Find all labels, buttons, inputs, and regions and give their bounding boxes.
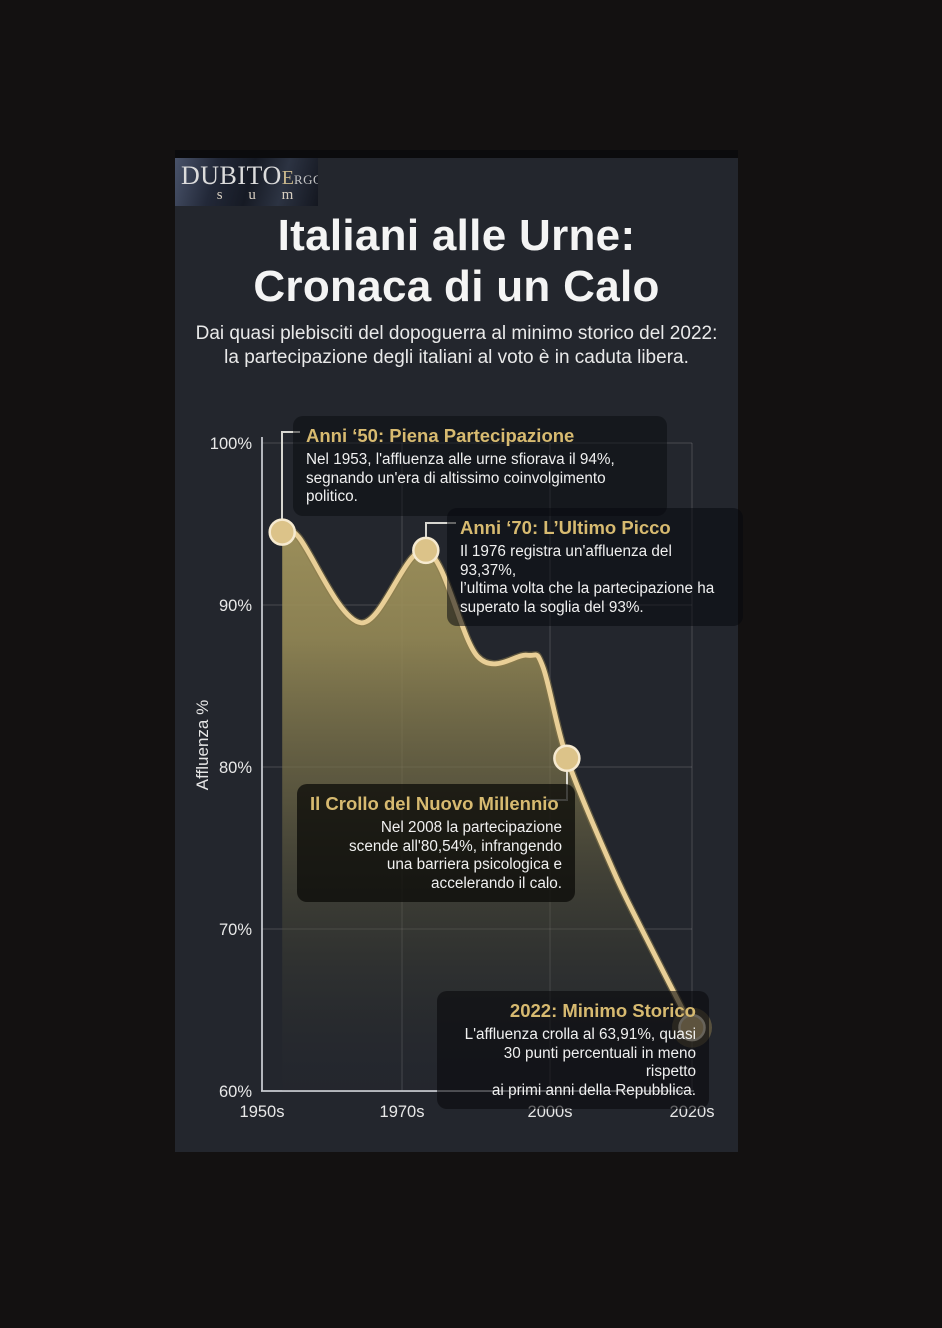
annotation-anni-50-title: Anni ‘50: Piena Partecipazione <box>306 425 575 446</box>
annotation-anni-70: Anni ‘70: L’Ultimo Picco Il 1976 registr… <box>447 508 743 626</box>
annotation-crollo-millennio: Il Crollo del Nuovo Millennio Nel 2008 l… <box>297 784 575 902</box>
annotation-2022-minimo: 2022: Minimo Storico L'affluenza crolla … <box>437 991 709 1109</box>
annotation-anni-50-body: Nel 1953, l'affluenza alle urne sfiorava… <box>306 451 615 505</box>
turnout-line <box>279 526 695 1031</box>
annotation-anni-70-body: Il 1976 registra un'affluenza del 93,37%… <box>460 543 715 616</box>
y-axis-title: Affluenza % <box>193 699 212 791</box>
y-tick-label: 100% <box>210 435 253 453</box>
annotation-2022-minimo-body: L'affluenza crolla al 63,91%, quasi 30 p… <box>464 1026 696 1099</box>
page-subtitle: Dai quasi plebisciti del dopoguerra al m… <box>195 323 718 368</box>
x-tick-label: 1970s <box>380 1103 425 1121</box>
y-tick-label: 60% <box>219 1083 252 1101</box>
annotation-crollo-millennio-body: Nel 2008 la partecipazione scende all'80… <box>349 819 562 892</box>
logo-word-sum: s u m <box>216 187 305 203</box>
annotation-anni-50: Anni ‘50: Piena Partecipazione Nel 1953,… <box>293 416 667 516</box>
logo-word-dubito: DUBITO <box>181 161 282 190</box>
data-point-1976 <box>412 536 440 565</box>
annotation-crollo-millennio-title: Il Crollo del Nuovo Millennio <box>310 793 559 814</box>
infographic-card: DUBITOERGO s u m Italiani alle Urne: Cro… <box>175 150 743 1152</box>
dubito-ergo-sum-logo: DUBITOERGO s u m <box>175 158 318 206</box>
y-tick-label: 80% <box>219 759 252 777</box>
y-tick-label: 90% <box>219 597 252 615</box>
page-title: Italiani alle Urne: Cronaca di un Calo <box>253 211 660 311</box>
x-tick-label: 1950s <box>240 1103 285 1121</box>
data-point-1953 <box>268 518 296 546</box>
axis-tick-labels: 100%90%80%70%60%1950s 1970s 2000s 2020s <box>210 435 715 1121</box>
logo-letter-e: E <box>281 167 294 189</box>
logo-word-rgo: RGO <box>293 172 318 187</box>
connector-1976 <box>425 522 456 539</box>
data-point-2008 <box>553 744 581 773</box>
y-tick-label: 70% <box>219 921 252 939</box>
logo-line1: DUBITOERGO <box>175 158 318 191</box>
annotation-2022-minimo-title: 2022: Minimo Storico <box>509 1000 696 1021</box>
annotation-anni-70-title: Anni ‘70: L’Ultimo Picco <box>460 517 671 538</box>
card-top-strip <box>175 150 738 158</box>
